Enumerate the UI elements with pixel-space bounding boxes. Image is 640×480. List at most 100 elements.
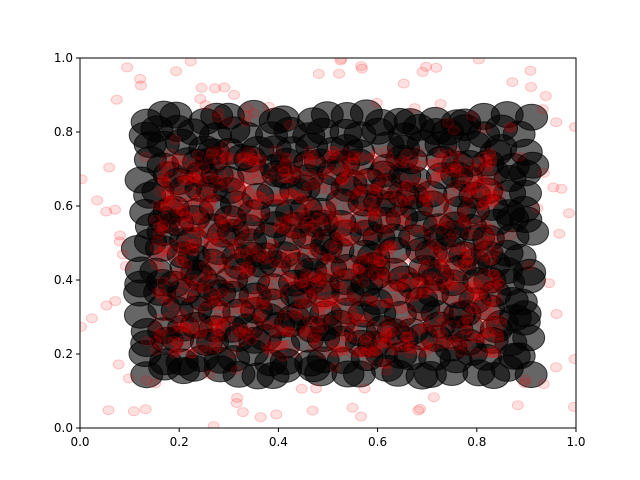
red-point bbox=[345, 266, 358, 277]
red-point bbox=[487, 309, 500, 320]
red-point bbox=[238, 303, 251, 314]
red-point bbox=[298, 273, 311, 284]
red-point bbox=[212, 333, 225, 344]
red-point bbox=[203, 187, 216, 198]
red-point bbox=[490, 347, 503, 358]
red-point bbox=[381, 269, 394, 280]
red-point bbox=[238, 323, 251, 334]
red-point bbox=[338, 164, 351, 175]
red-point bbox=[297, 171, 310, 182]
red-point bbox=[275, 192, 288, 203]
red-point bbox=[437, 305, 450, 316]
red-point bbox=[247, 201, 260, 212]
red-point bbox=[208, 193, 221, 204]
red-point bbox=[348, 256, 361, 267]
black-series bbox=[120, 99, 550, 390]
red-point bbox=[302, 315, 315, 326]
red-point bbox=[454, 338, 467, 349]
red-point bbox=[438, 260, 450, 271]
red-point bbox=[180, 171, 193, 182]
red-point bbox=[174, 307, 187, 318]
red-point bbox=[465, 260, 478, 271]
red-point bbox=[278, 152, 291, 163]
red-point bbox=[285, 189, 298, 199]
red-point bbox=[463, 317, 475, 328]
red-point bbox=[232, 236, 245, 247]
red-point bbox=[367, 151, 380, 162]
red-point bbox=[315, 230, 328, 241]
red-point bbox=[258, 196, 271, 207]
red-point bbox=[122, 373, 135, 384]
red-point bbox=[177, 244, 190, 255]
red-point bbox=[375, 333, 388, 344]
red-point bbox=[258, 319, 271, 330]
red-point bbox=[310, 315, 323, 326]
red-point bbox=[481, 327, 494, 338]
red-point bbox=[380, 327, 392, 338]
red-point bbox=[261, 286, 274, 296]
red-point bbox=[363, 251, 376, 262]
red-point bbox=[223, 290, 236, 301]
red-point bbox=[384, 239, 397, 250]
red-point bbox=[184, 223, 197, 234]
red-point bbox=[213, 236, 226, 247]
red-point bbox=[379, 174, 392, 184]
red-point bbox=[461, 325, 474, 336]
red-point bbox=[350, 273, 363, 284]
red-point bbox=[174, 248, 187, 259]
red-point bbox=[287, 166, 300, 177]
red-point bbox=[444, 268, 457, 279]
red-point bbox=[419, 322, 432, 333]
red-point bbox=[240, 264, 253, 275]
red-point bbox=[413, 160, 426, 171]
red-point bbox=[484, 282, 497, 293]
red-point bbox=[304, 155, 317, 166]
red-point bbox=[335, 217, 348, 228]
red-point bbox=[279, 194, 292, 205]
red-point bbox=[328, 295, 341, 306]
red-point bbox=[278, 189, 291, 200]
red-point bbox=[230, 398, 243, 408]
red-point bbox=[477, 249, 490, 260]
red-point bbox=[443, 219, 456, 230]
red-point bbox=[259, 295, 272, 306]
red-point bbox=[306, 150, 319, 160]
red-point bbox=[328, 266, 341, 277]
red-point bbox=[189, 167, 202, 177]
red-point bbox=[230, 365, 243, 376]
red-point bbox=[428, 323, 441, 334]
red-point bbox=[274, 196, 287, 207]
red-point bbox=[168, 239, 181, 250]
red-point bbox=[253, 311, 266, 322]
red-point bbox=[419, 347, 432, 358]
red-point bbox=[484, 147, 496, 158]
red-point bbox=[221, 156, 234, 167]
red-point bbox=[274, 216, 287, 227]
red-point bbox=[451, 259, 464, 270]
red-point bbox=[352, 264, 365, 275]
red-point bbox=[285, 274, 298, 285]
red-point bbox=[297, 309, 310, 320]
x-tick-label: 0.8 bbox=[467, 435, 486, 449]
red-point bbox=[393, 291, 406, 302]
red-point bbox=[465, 303, 478, 314]
red-point bbox=[430, 247, 443, 257]
red-point bbox=[409, 278, 422, 289]
red-point bbox=[331, 230, 344, 241]
red-point bbox=[396, 173, 409, 184]
red-point bbox=[242, 223, 255, 234]
red-point bbox=[457, 214, 469, 225]
red-point bbox=[168, 335, 181, 346]
red-point bbox=[453, 245, 466, 256]
red-point bbox=[211, 112, 224, 123]
red-point bbox=[353, 202, 366, 213]
red-point bbox=[282, 226, 295, 237]
red-point bbox=[425, 189, 438, 200]
red-point bbox=[302, 198, 315, 209]
red-point bbox=[401, 191, 414, 202]
red-point bbox=[300, 202, 313, 213]
red-point bbox=[198, 303, 211, 313]
red-point bbox=[324, 273, 337, 284]
red-point bbox=[180, 220, 193, 231]
red-point bbox=[469, 218, 482, 228]
